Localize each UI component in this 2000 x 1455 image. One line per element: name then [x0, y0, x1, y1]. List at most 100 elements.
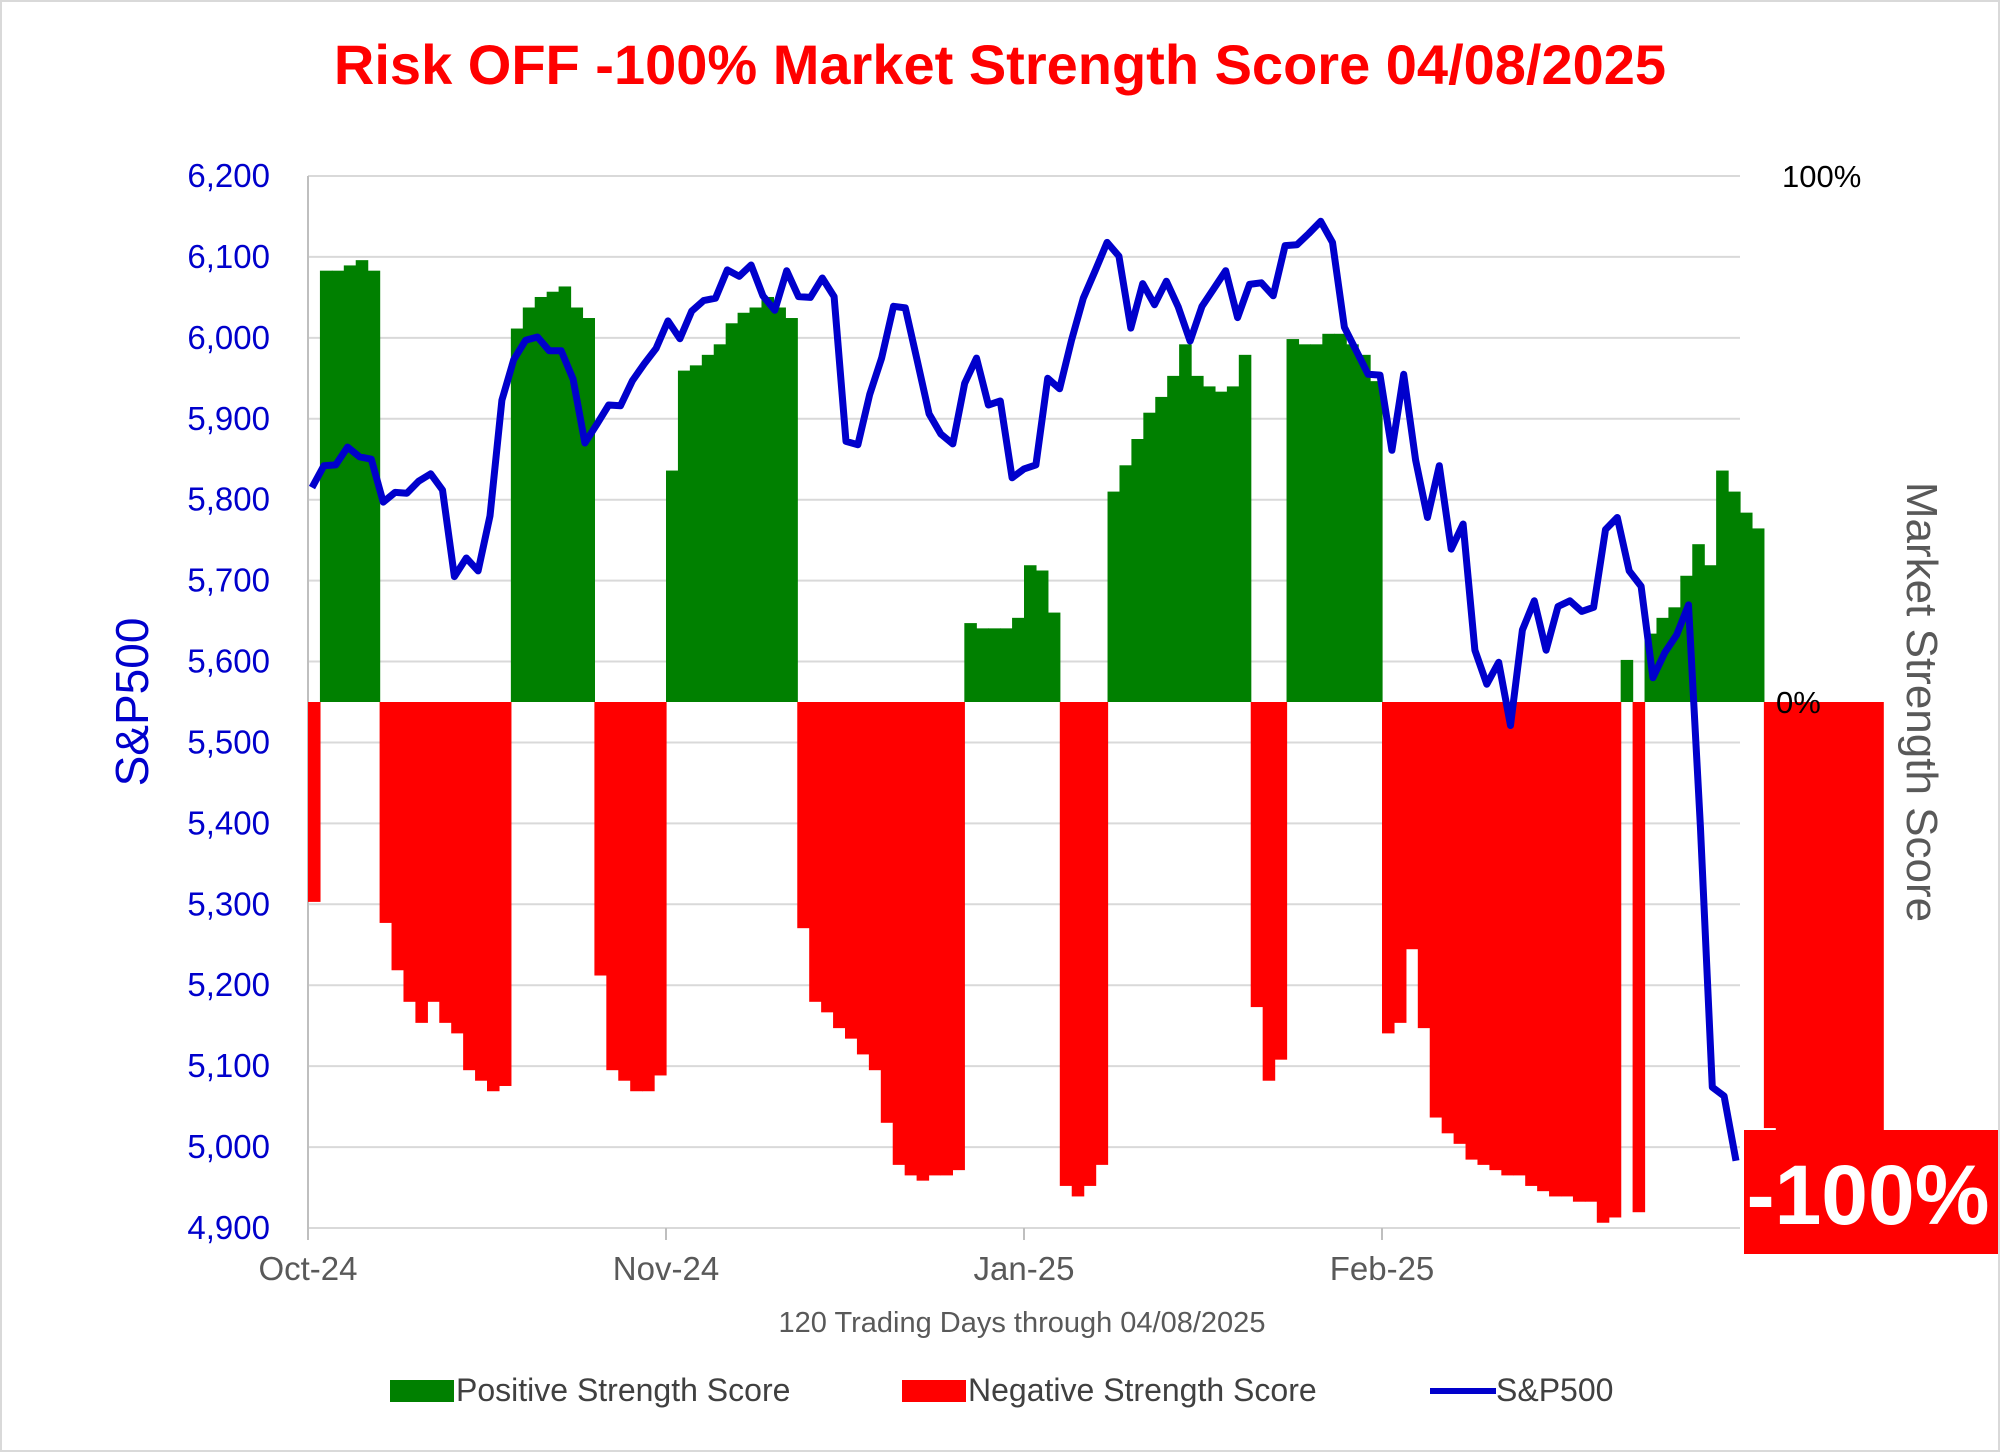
negative-score-bar	[904, 702, 918, 1176]
negative-score-bar	[1250, 702, 1264, 1008]
positive-score-bar	[1012, 617, 1025, 702]
negative-score-bar	[308, 702, 321, 902]
x-tick-label: Nov-24	[613, 1250, 719, 1287]
positive-score-bar	[749, 307, 763, 702]
spx-line-group	[308, 217, 1740, 1162]
negative-score-bar	[892, 702, 906, 1165]
positive-score-bar	[1035, 570, 1049, 702]
negative-score-bar	[940, 702, 953, 1176]
positive-score-bar	[510, 328, 524, 702]
negative-score-bar	[487, 702, 500, 1092]
left-tick-label: 5,100	[187, 1047, 270, 1084]
legend-label-negative: Negative Strength Score	[968, 1372, 1317, 1408]
negative-score-bar	[1632, 702, 1646, 1213]
negative-score-bar	[1465, 702, 1479, 1160]
negative-score-bar	[1501, 702, 1514, 1176]
positive-score-bar	[1214, 391, 1228, 702]
negative-score-bar	[1823, 702, 1837, 1186]
x-axis-title: 120 Trading Days through 04/08/2025	[779, 1307, 1266, 1339]
negative-score-bar	[1513, 702, 1526, 1176]
x-tick-label: Feb-25	[1330, 1250, 1435, 1287]
negative-score-bar	[618, 702, 631, 1081]
positive-score-bar	[773, 307, 786, 702]
negative-score-bar	[868, 702, 882, 1071]
positive-score-bar	[1000, 628, 1013, 702]
positive-score-bar	[1226, 386, 1240, 702]
negative-score-bar	[821, 702, 834, 1013]
current-score-badge	[1744, 1130, 1998, 1254]
negative-score-bar	[427, 702, 440, 1002]
legend-label-positive: Positive Strength Score	[456, 1372, 790, 1408]
positive-score-bar	[1310, 344, 1323, 702]
positive-score-bar	[1143, 412, 1156, 702]
positive-score-bar	[1107, 491, 1121, 702]
negative-score-bar	[463, 702, 476, 1071]
positive-score-bar	[1740, 512, 1753, 702]
positive-score-bar	[677, 370, 691, 702]
left-tick-label: 6,200	[187, 157, 270, 194]
x-axis-ticks: Oct-24 Nov-24 Jan-25 Feb-25	[258, 1228, 1434, 1287]
score-bars	[308, 260, 1884, 1228]
negative-score-bar	[1274, 702, 1288, 1060]
positive-score-bar	[1751, 528, 1765, 702]
positive-score-bar	[534, 296, 548, 702]
legend-swatch-positive	[390, 1380, 454, 1402]
positive-score-bar	[343, 265, 357, 702]
left-tick-label: 5,600	[187, 643, 270, 680]
negative-score-bar	[1584, 702, 1598, 1202]
negative-score-bar	[1429, 702, 1443, 1118]
negative-score-bar	[451, 702, 464, 1034]
legend-label-spx: S&P500	[1496, 1372, 1613, 1408]
negative-score-bar	[606, 702, 619, 1071]
positive-score-bar	[331, 270, 345, 702]
negative-score-bar	[928, 702, 942, 1176]
positive-score-bar	[1728, 491, 1741, 702]
negative-score-bar	[391, 702, 405, 971]
negative-score-bar	[1608, 702, 1622, 1218]
negative-score-bar	[654, 702, 667, 1076]
negative-score-bar	[1059, 702, 1073, 1186]
positive-score-bar	[725, 323, 739, 702]
positive-score-bar	[761, 296, 774, 702]
negative-score-bar	[1572, 702, 1586, 1202]
positive-score-bar	[701, 354, 715, 702]
left-tick-label: 5,000	[187, 1128, 270, 1165]
positive-score-bar	[319, 270, 333, 702]
positive-score-bar	[1179, 344, 1192, 702]
negative-score-bar	[1071, 702, 1085, 1197]
negative-score-bar	[1083, 702, 1097, 1186]
current-score-label: -100%	[1747, 1148, 1990, 1242]
negative-score-bar	[379, 702, 393, 923]
positive-score-bar	[1203, 386, 1216, 702]
positive-score-bar	[1620, 659, 1634, 702]
negative-score-bar	[1525, 702, 1538, 1186]
positive-score-bar	[522, 307, 536, 702]
left-tick-label: 5,400	[187, 804, 270, 841]
negative-score-bar	[1835, 702, 1848, 1192]
negative-score-bar	[415, 702, 428, 1023]
negative-score-bar	[1477, 702, 1490, 1165]
left-tick-label: 6,100	[187, 238, 270, 275]
negative-score-bar	[1537, 702, 1550, 1192]
positive-score-bar	[558, 286, 572, 702]
positive-score-bar	[1238, 354, 1252, 702]
left-tick-label: 5,800	[187, 481, 270, 518]
x-tick-label: Jan-25	[974, 1250, 1075, 1287]
negative-score-bar	[439, 702, 452, 1023]
negative-score-bar	[916, 702, 930, 1181]
negative-score-bar	[1561, 702, 1574, 1197]
negative-score-bar	[880, 702, 894, 1123]
negative-score-bar	[1262, 702, 1276, 1081]
positive-score-bar	[666, 470, 679, 702]
positive-score-bar	[1704, 565, 1717, 702]
legend-swatch-negative	[902, 1380, 966, 1402]
negative-score-bar	[1787, 702, 1801, 1165]
left-tick-label: 4,900	[187, 1209, 270, 1246]
negative-score-bar	[1847, 702, 1860, 1197]
left-axis-title: S&P500	[106, 618, 158, 787]
positive-score-bar	[367, 270, 381, 702]
left-tick-label: 5,200	[187, 966, 270, 1003]
negative-score-bar	[1871, 702, 1884, 1228]
negative-score-bar	[952, 702, 965, 1171]
